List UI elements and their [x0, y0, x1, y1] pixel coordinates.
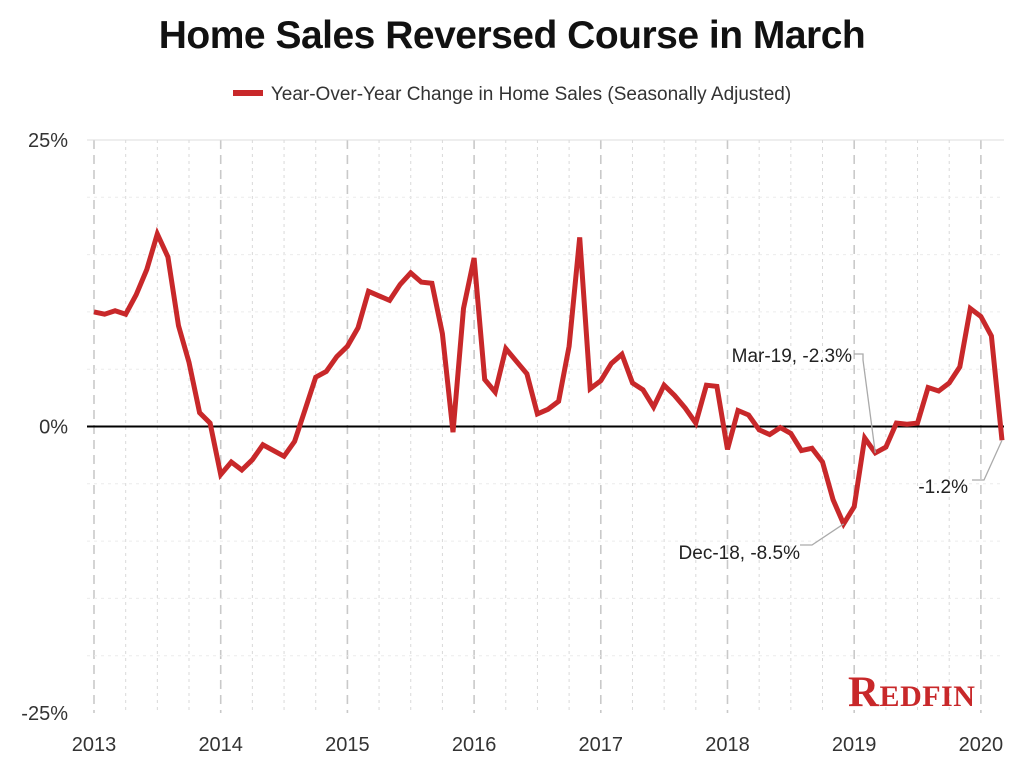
redfin-logo: Redfin — [848, 669, 976, 716]
x-tick-label: 2016 — [452, 734, 497, 756]
annotation-label: Dec-18, -8.5% — [679, 543, 801, 564]
y-tick-label: -25% — [21, 703, 68, 725]
x-tick-label: 2019 — [832, 734, 877, 756]
y-tick-label: 0% — [39, 417, 68, 439]
x-tick-label: 2015 — [325, 734, 370, 756]
annotation-label: -1.2% — [918, 477, 968, 498]
annotation-leader — [800, 523, 844, 546]
chart-title: Home Sales Reversed Course in March — [158, 14, 866, 57]
annotations: Mar-19, -2.3% Dec-18, -8.5% -1.2% — [679, 346, 1003, 564]
annotation-leader — [972, 439, 1003, 481]
series-line — [93, 226, 1005, 530]
axes: 25% 0% -25%2013 2014 2015 2016 2017 2018 2019 202… — [21, 130, 1004, 756]
legend-label: Year-Over-Year Change in Home Sales (Sea… — [270, 84, 792, 105]
annotation-label: Mar-19, -2.3% — [732, 346, 852, 367]
legend-swatch — [232, 89, 263, 96]
x-tick-label: 2018 — [705, 734, 750, 756]
series-layer — [93, 226, 1005, 530]
y-tick-label: 25% — [28, 130, 68, 152]
x-tick-label: 2014 — [198, 734, 243, 756]
annotation-leader — [854, 353, 876, 453]
x-tick-label: 2013 — [72, 734, 117, 756]
x-tick-label: 2017 — [579, 734, 624, 756]
legend: Year-Over-Year Change in Home Sales (Sea… — [0, 84, 1024, 106]
x-tick-label: 2020 — [959, 734, 1004, 756]
